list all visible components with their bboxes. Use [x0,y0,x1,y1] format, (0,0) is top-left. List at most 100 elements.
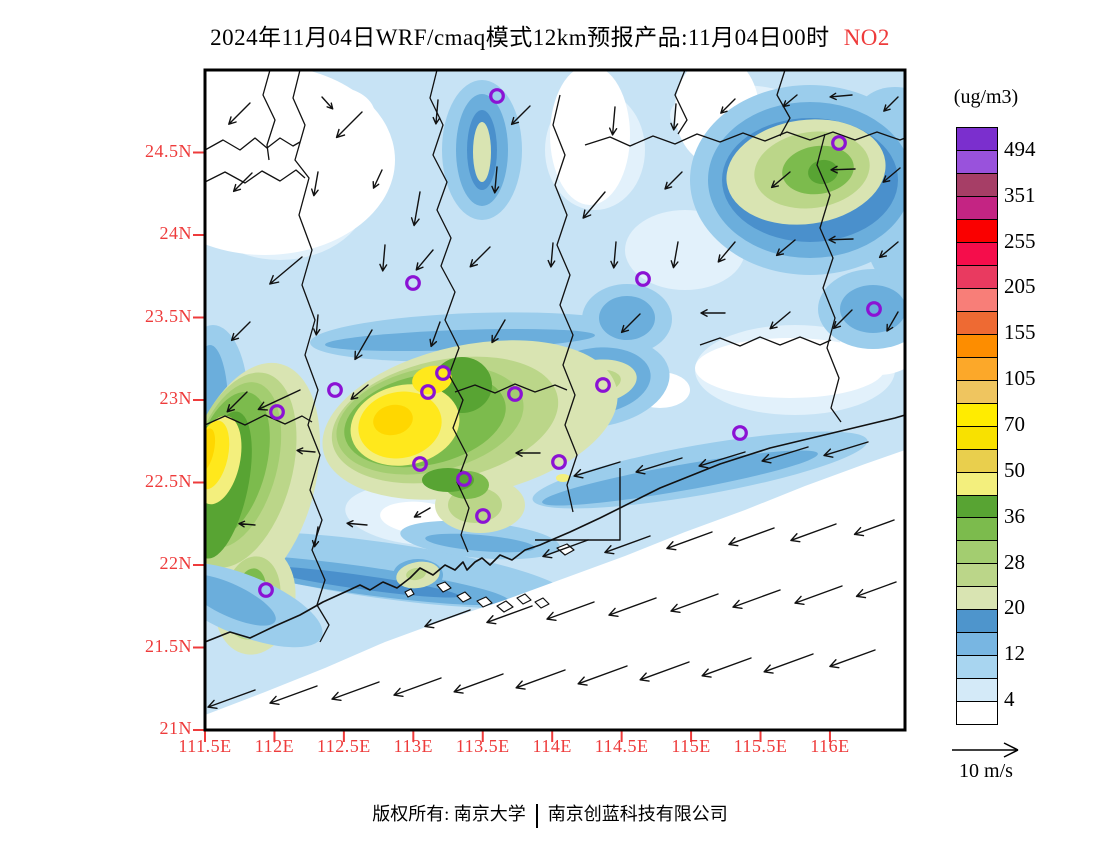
colorbar-segment [957,356,997,380]
contour-fill [808,159,838,185]
province-border [205,137,301,151]
colorbar-segment [957,310,997,334]
wind-arrow [775,239,796,257]
wind-arrow [321,96,334,110]
lon-tick-label: 112E [254,736,295,756]
footer-separator-bar [535,803,538,828]
colorbar-segment [957,701,997,725]
station-marker [405,275,421,291]
wind-arrow [635,457,683,475]
wind-arrow [432,99,441,125]
lon-tick-label: 115.5E [733,736,788,756]
colorbar-value: 28 [1004,549,1025,574]
line-layer [205,70,905,643]
wind-arrow [372,169,383,189]
wind-arrow [701,657,752,678]
wind-arrow [413,507,431,518]
boundary-box [535,468,621,541]
wind-arrow [257,389,301,411]
wind-arrow [604,535,651,555]
wind-arrow [829,92,853,101]
contour-fill [205,574,276,626]
fill-layer [205,70,905,730]
wind-arrow [728,527,775,547]
colorbar-value: 255 [1004,228,1036,253]
wind-arrow [732,589,781,610]
lon-tick-label: 113E [393,736,433,756]
province-border [205,414,313,426]
wind-arrow [666,531,713,551]
lat-tick-label: 23.5N [145,305,192,326]
island [404,588,415,598]
wind-arrow [379,244,388,272]
province-border [262,70,276,161]
colorbar-value: 4 [1004,687,1015,712]
wind-arrow [207,689,256,710]
station-marker [866,301,882,317]
station-marker [327,382,343,398]
lat-tick-label: 24.5N [145,140,192,161]
wind-arrow [830,165,856,174]
lat-tick-label: 22N [159,553,192,573]
colorbar-segment [957,540,997,564]
wind-arrow [226,391,248,413]
wind-arrow [670,103,679,131]
footer-left: 版权所有: 南京大学 [372,804,526,824]
station-marker [420,384,436,400]
wind-arrow [608,106,618,136]
wind-arrow [769,311,791,330]
station-marker [507,386,523,402]
wind-arrow [515,449,541,457]
wind-arrow [790,523,837,543]
marker-layer [258,88,882,598]
colorbar-segment [957,448,997,472]
lon-tick-label: 116E [810,736,850,756]
wind-arrow [469,246,491,268]
wind-arrow [608,597,657,618]
wind-arrow [763,653,814,674]
colorbar-value: 50 [1004,457,1025,482]
lat-tick-label: 24N [159,223,192,243]
station-marker [489,88,505,104]
contour-fill [556,474,570,482]
colorbar-value: 351 [1004,182,1036,207]
colorbar-segment [957,241,997,265]
colorbar-segment [957,172,997,196]
province-border [699,336,832,347]
wind-arrow [547,242,556,268]
wind-arrow [510,105,531,126]
wind-arrow [311,171,319,197]
wind-arrow [486,605,533,625]
wind-scale-label: 10 m/s [959,760,1013,782]
wind-arrow [232,172,253,193]
lat-tick-label: 22.5N [145,470,192,491]
wind-arrow [577,665,628,686]
lon-tick-label: 114E [532,736,572,756]
station-marker [635,271,651,287]
island [476,596,493,608]
colorbar-segment [957,264,997,288]
wind-arrow [491,319,506,344]
wind-arrow [238,520,256,528]
colorbar-value: 12 [1004,641,1025,666]
island [436,581,452,593]
station-marker [412,456,428,472]
wind-arrow [350,384,369,400]
wind-layer [207,92,901,710]
wind-arrow [542,539,589,559]
colorbar-segment [957,218,997,242]
wind-arrow [491,166,500,194]
wind-arrow [698,451,746,469]
colorbar-segment [957,471,997,495]
colorbar-segment [957,287,997,311]
province-border [552,94,578,513]
wind-arrow [331,681,380,702]
wind-arrow [453,673,504,694]
station-marker [435,365,451,381]
contour-fill [373,404,413,436]
wind-arrow [610,241,619,269]
wind-arrow [354,329,373,361]
wind-arrow [761,446,809,464]
colorbar-value: 155 [1004,320,1036,345]
copyright-footer: 版权所有: 南京大学 南京创蓝科技有限公司 [0,800,1100,828]
